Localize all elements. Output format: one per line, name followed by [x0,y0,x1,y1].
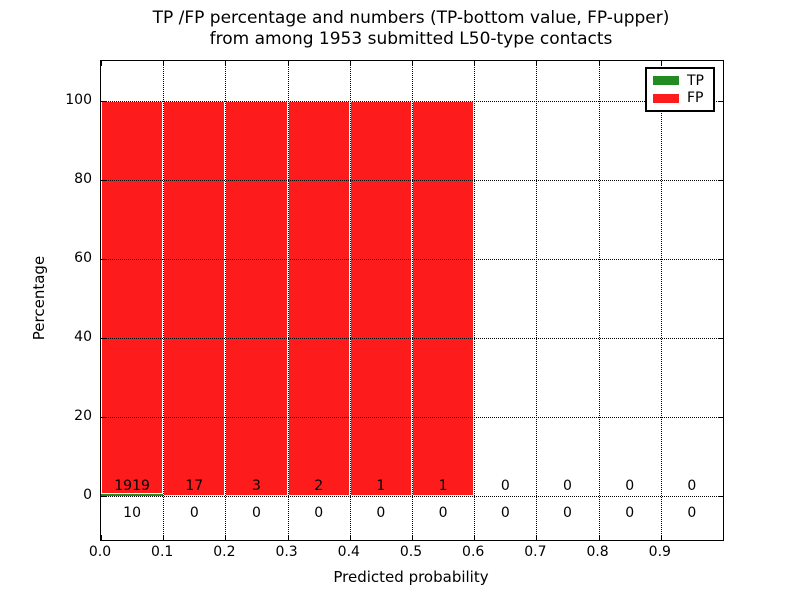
ytick-right-40 [718,338,723,340]
tp-count-label: 0 [252,505,261,521]
tp-count-label: 0 [625,505,635,521]
fp-count-label: 1 [376,478,386,494]
fp-swatch-icon [653,93,679,103]
chart-title-line1: TP /FP percentage and numbers (TP-bottom… [152,8,670,28]
xtick-top-0.1 [163,61,165,66]
ytick-right-100 [718,100,723,102]
ytick-right-0 [718,496,723,498]
xtick-top-0.2 [225,61,227,66]
xtick-label-0.1: 0.1 [151,544,174,560]
ytick-label-60: 60 [74,249,92,266]
ytick-left-40 [101,338,106,340]
ytick-label-80: 80 [74,170,92,187]
fp-count-label: 1 [438,478,448,494]
xtick-label-0.2: 0.2 [213,544,236,560]
bar-tp-0 [101,494,164,497]
gridline-x-0.6 [474,61,476,540]
xtick-label-0.7: 0.7 [524,544,547,560]
x-axis-label: Predicted probability [333,568,489,586]
legend-entry-fp: FP [653,90,707,106]
ytick-left-60 [101,258,106,260]
fp-count-label: 0 [500,478,510,494]
ytick-label-0: 0 [83,487,92,504]
ytick-right-20 [718,417,723,419]
ytick-right-80 [718,179,723,181]
bar-fp-0 [101,100,164,495]
xtick-bottom-0.6 [474,535,476,540]
fp-count-label: 17 [185,478,204,494]
legend-label-fp: FP [687,90,704,107]
plot-area: 1919 10 17 0 3 0 2 0 1 0 1 0 0 0 0 0 0 0 0 0 [100,60,724,541]
chart-title-line2: from among 1953 submitted L50-type conta… [209,29,613,49]
xtick-top-0.3 [287,61,289,66]
bar-fp-2 [225,100,288,497]
fp-count-label: 2 [314,478,324,494]
xtick-top-0.7 [536,61,538,66]
ytick-left-20 [101,417,106,419]
xtick-top-0.4 [349,61,351,66]
xtick-label-0.3: 0.3 [275,544,298,560]
xtick-bottom-0.3 [287,535,289,540]
gridline-x-0.8 [598,61,600,540]
xtick-bottom-0.9 [660,535,662,540]
xtick-top-0.5 [412,61,413,66]
gridline-x-0.5 [412,61,413,540]
tp-count-label: 0 [189,505,199,521]
fp-count-label: 0 [625,478,635,494]
fp-count-label: 0 [687,478,697,494]
legend: TP FP [645,67,715,112]
ytick-label-20: 20 [74,408,92,425]
ytick-right-60 [718,258,723,260]
gridline-x-0.7 [536,61,538,540]
gridline-x-0.9 [660,61,662,540]
xtick-bottom-0.0 [101,535,102,540]
fp-count-label: 0 [563,478,572,494]
xtick-bottom-0.4 [349,535,351,540]
bar-fp-4 [349,100,412,497]
xtick-label-0.0: 0.0 [88,544,112,560]
bar-fp-1 [163,100,226,497]
gridline-x-0.3 [287,61,289,540]
ytick-label-100: 100 [65,91,92,108]
fp-count-label: 1919 [114,478,150,494]
y-axis-label: Percentage [30,255,48,341]
xtick-top-0.0 [101,61,102,66]
xtick-bottom-0.7 [536,535,538,540]
tp-count-label: 0 [687,505,697,521]
tp-count-label: 0 [438,505,448,521]
tp-count-label: 0 [500,505,510,521]
xtick-label-0.9: 0.9 [648,544,671,560]
gridline-x-0.1 [163,61,165,540]
tp-count-label: 10 [123,505,141,521]
tp-count-label: 0 [314,505,324,521]
gridline-x-0.2 [225,61,227,540]
xtick-label-0.8: 0.8 [586,544,609,560]
legend-label-tp: TP [687,72,704,89]
gridline-x-0.4 [349,61,351,540]
fp-count-label: 3 [252,478,261,494]
xtick-bottom-0.1 [163,535,165,540]
xtick-label-0.5: 0.5 [399,544,423,560]
xtick-bottom-0.8 [598,535,600,540]
xtick-top-0.6 [474,61,476,66]
tp-count-label: 0 [376,505,386,521]
bar-fp-5 [412,100,475,497]
xtick-label-0.4: 0.4 [337,544,360,560]
tp-count-label: 0 [563,505,572,521]
legend-entry-tp: TP [653,73,707,89]
xtick-bottom-0.2 [225,535,227,540]
ytick-left-100 [101,100,106,102]
xtick-label-0.6: 0.6 [462,544,485,560]
tp-swatch-icon [653,76,679,86]
ytick-left-0 [101,496,106,498]
bar-fp-3 [287,100,350,497]
xtick-top-0.9 [660,61,662,66]
chart-title: TP /FP percentage and numbers (TP-bottom… [100,8,722,50]
xtick-bottom-0.5 [412,535,413,540]
xtick-top-0.8 [598,61,600,66]
ytick-left-80 [101,179,106,181]
ytick-label-40: 40 [74,329,92,346]
